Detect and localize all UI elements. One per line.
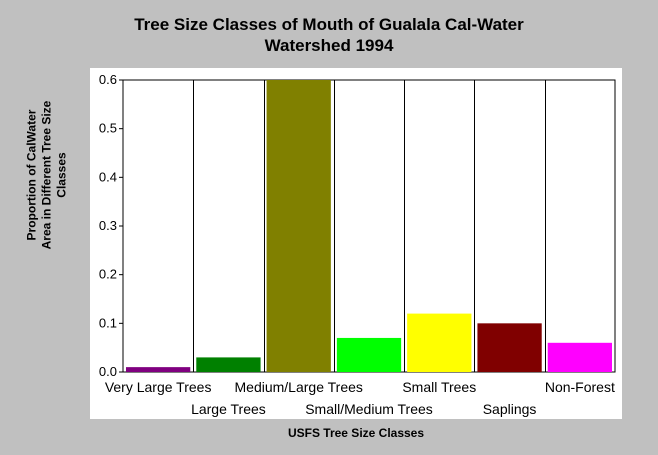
y-tick-label: 0.6 — [99, 72, 117, 87]
x-tick-label: Large Trees — [191, 401, 266, 417]
bar-6 — [547, 342, 612, 372]
x-tick-label: Small Trees — [402, 379, 476, 395]
bar-1 — [196, 357, 261, 372]
chart-title: Tree Size Classes of Mouth of Gualala Ca… — [0, 14, 658, 56]
y-tick-label: 0.1 — [99, 315, 117, 330]
y-tick-label: 0.3 — [99, 218, 117, 233]
chart-title-line-1: Tree Size Classes of Mouth of Gualala Ca… — [134, 15, 524, 34]
y-tick-label: 0.5 — [99, 121, 117, 136]
x-axis-label: USFS Tree Size Classes — [287, 426, 425, 440]
bar-2 — [266, 80, 331, 372]
x-tick-label: Saplings — [483, 401, 537, 417]
bar-4 — [407, 313, 472, 372]
y-tick-label: 0.2 — [99, 267, 117, 282]
x-tick-label: Non-Forest — [545, 379, 615, 395]
chart-title-line-2: Watershed 1994 — [264, 36, 394, 55]
bar-3 — [336, 337, 402, 372]
y-tick-label: 0.0 — [99, 364, 117, 379]
x-tick-label: Medium/Large Trees — [235, 379, 363, 395]
bar-5 — [477, 323, 542, 372]
x-tick-label: Small/Medium Trees — [305, 401, 433, 417]
x-tick-label: Very Large Trees — [105, 379, 212, 395]
y-tick-label: 0.4 — [99, 169, 117, 184]
bar-0 — [126, 367, 191, 372]
